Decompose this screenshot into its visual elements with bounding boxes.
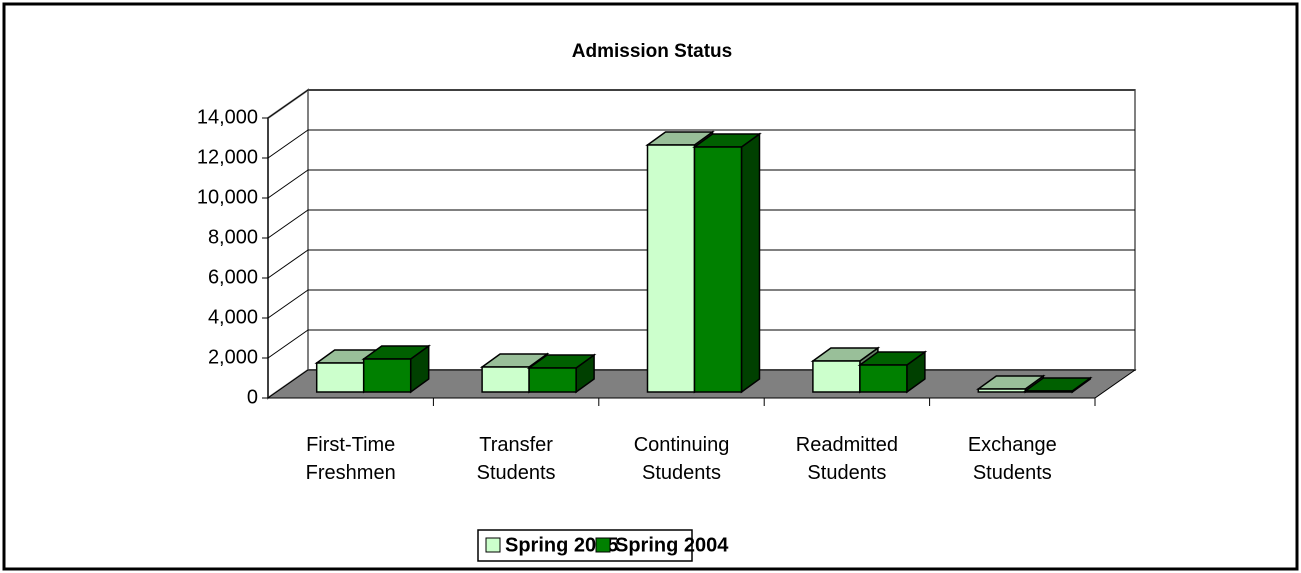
- y-tick-label: 14,000: [197, 106, 258, 128]
- grid-line-side: [267, 289, 309, 319]
- bar: [1022, 376, 1093, 394]
- chart-title: Admission Status: [572, 41, 732, 62]
- side-wall: [267, 88, 309, 400]
- y-tick-label: 6,000: [208, 266, 258, 288]
- grid-line-side: [267, 129, 309, 159]
- legend-box: [477, 529, 693, 562]
- grid-line-side: [267, 209, 309, 239]
- x-tick-label: Exchange Students: [968, 434, 1057, 484]
- bar: [361, 344, 432, 394]
- bar: [692, 132, 762, 394]
- y-tick-label: 4,000: [208, 306, 258, 328]
- legend-swatch: [485, 537, 501, 553]
- x-tick-label: First-Time Freshmen: [306, 434, 396, 484]
- bar: [526, 353, 597, 394]
- grid-line-side: [267, 249, 309, 279]
- bar-front: [315, 362, 365, 393]
- x-tick-label: Transfer Students: [477, 434, 556, 484]
- bar: [857, 350, 928, 394]
- y-tick-label: 12,000: [197, 146, 258, 168]
- x-tick-label: Continuing Students: [634, 434, 730, 484]
- bar-front: [859, 364, 908, 393]
- bar-front: [362, 358, 412, 393]
- y-tick-label: 10,000: [197, 186, 258, 208]
- bar-side: [740, 132, 761, 394]
- bar-front: [528, 367, 577, 393]
- bar-front: [693, 146, 743, 393]
- bar-front: [812, 360, 861, 393]
- grid-line-side: [267, 169, 309, 199]
- x-tick-label: Readmitted Students: [796, 434, 898, 484]
- y-tick-label: 8,000: [208, 226, 258, 248]
- legend-swatch: [595, 537, 611, 553]
- legend-label: Spring 2005: [505, 534, 618, 556]
- y-tick-label: 0: [247, 386, 258, 408]
- y-tick-label: 2,000: [208, 346, 258, 368]
- bar-front: [481, 366, 530, 393]
- legend-label: Spring 2004: [615, 534, 729, 556]
- grid-line-side: [267, 329, 309, 359]
- grid-line-side: [267, 89, 309, 119]
- bar-front: [1024, 390, 1074, 393]
- bar-front: [977, 388, 1027, 393]
- bar-front: [646, 144, 696, 393]
